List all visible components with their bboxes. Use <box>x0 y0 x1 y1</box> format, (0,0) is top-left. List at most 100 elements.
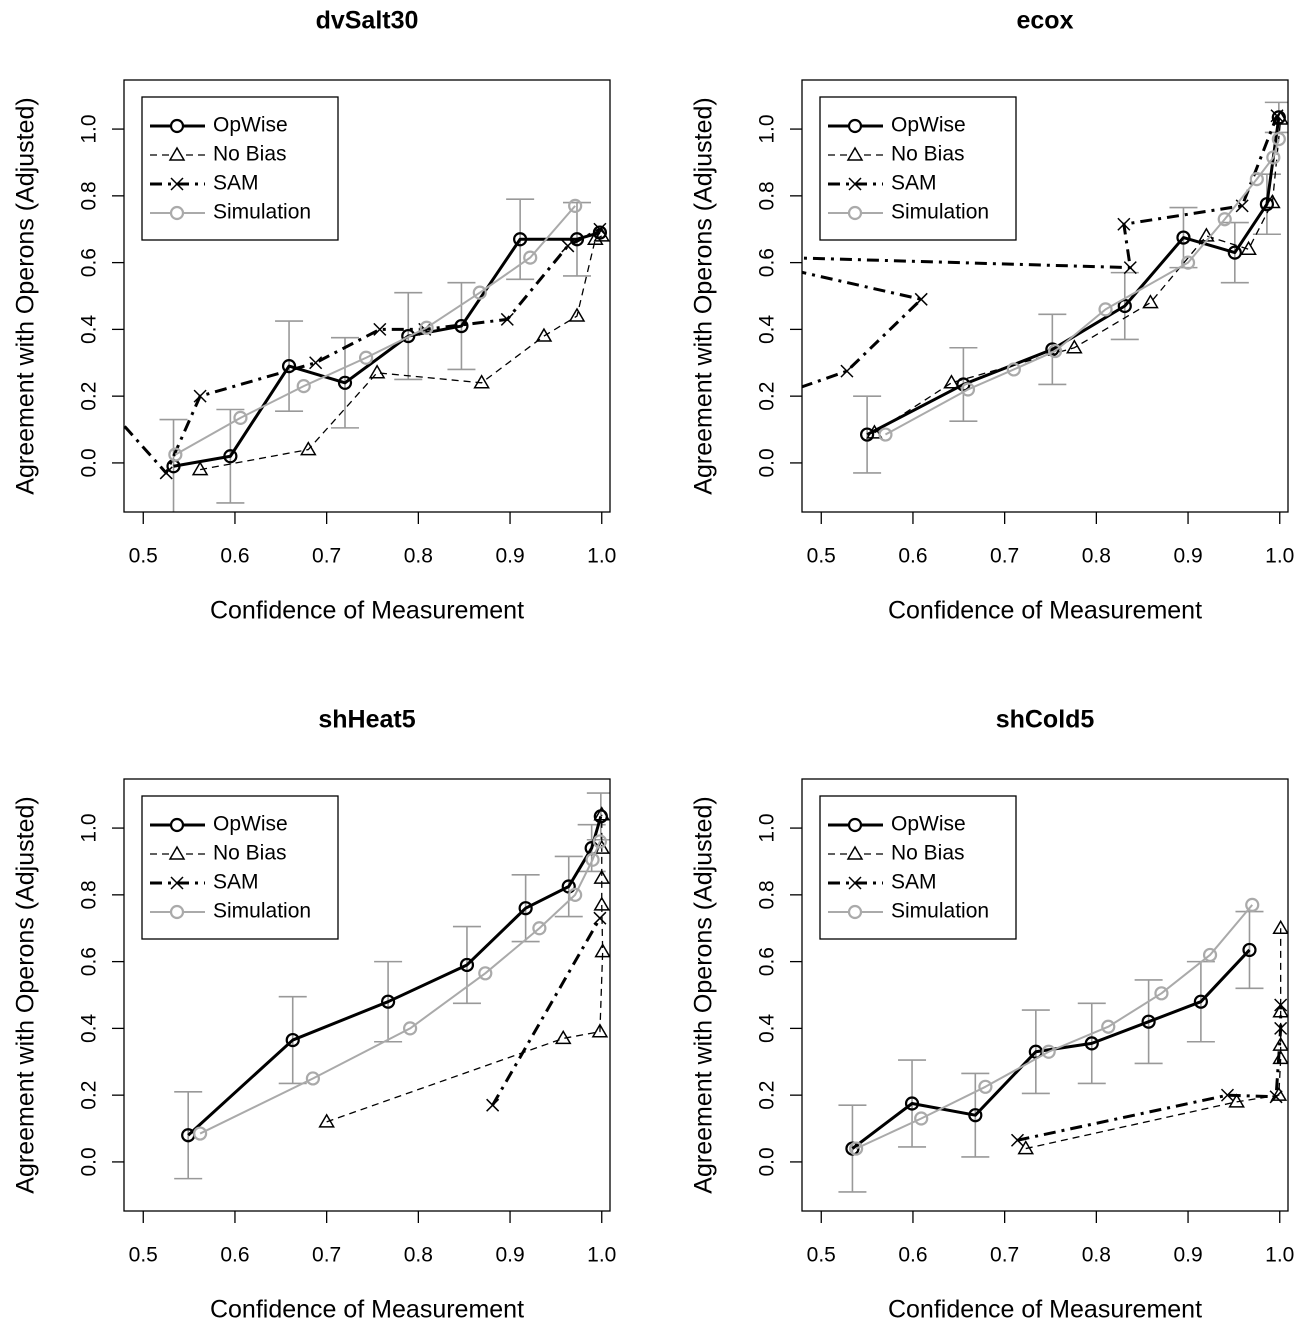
data-point <box>878 427 893 442</box>
data-point <box>849 1141 864 1156</box>
data-point <box>401 328 416 344</box>
data-point <box>486 1098 500 1112</box>
legend-marker <box>169 118 185 134</box>
y-tick-label: 0.4 <box>78 314 101 344</box>
data-point <box>1047 343 1063 359</box>
data-point <box>593 869 610 884</box>
y-tick-label: 1.0 <box>756 813 779 842</box>
data-point <box>724 250 736 262</box>
data-point <box>193 1126 208 1141</box>
data-point <box>500 312 514 326</box>
data-point <box>380 994 396 1009</box>
series-line <box>326 814 604 1123</box>
legend-label: OpWise <box>891 114 966 137</box>
data-point <box>309 356 323 370</box>
data-point <box>591 1023 609 1038</box>
x-tick-label: 0.6 <box>898 1244 927 1267</box>
x-tick-label: 1.0 <box>587 545 616 568</box>
y-tick-label: 0.2 <box>756 1081 779 1110</box>
y-tick-label: 0.6 <box>78 947 101 976</box>
legend-label: OpWise <box>213 114 288 137</box>
y-tick-label: 0.6 <box>756 947 779 976</box>
y-tick-label: 0.4 <box>756 1013 779 1043</box>
x-axis-label: Confidence of Measurement <box>888 1296 1202 1324</box>
chart-title: dvSalt30 <box>316 7 419 35</box>
error-bar <box>853 395 882 474</box>
data-point <box>943 374 960 389</box>
data-point <box>1098 302 1113 317</box>
data-point <box>1271 131 1286 147</box>
y-tick-label: 1.0 <box>78 114 101 143</box>
x-tick-label: 0.5 <box>807 545 836 568</box>
y-tick-label: 1.0 <box>78 813 101 842</box>
y-axis-label: Agreement with Operons (Adjusted) <box>690 796 718 1193</box>
data-point <box>1176 230 1191 245</box>
legend-label: Simulation <box>213 900 311 923</box>
x-tick-label: 0.7 <box>990 1244 1019 1267</box>
data-point <box>593 806 610 821</box>
legend-label: SAM <box>891 172 937 195</box>
data-point <box>1266 150 1281 165</box>
legend-marker <box>170 876 184 890</box>
y-axis-label: Agreement with Operons (Adjusted) <box>690 97 718 494</box>
panel: shHeat5 Confidence of Measurement Agreemen… <box>12 706 617 1324</box>
legend-label: SAM <box>891 871 937 894</box>
legend-label: Simulation <box>891 201 989 224</box>
data-point <box>233 410 248 425</box>
data-point <box>281 359 297 374</box>
data-point <box>1117 217 1131 231</box>
plot-area <box>174 792 610 1180</box>
data-point <box>318 1113 335 1128</box>
data-point <box>593 896 610 911</box>
x-axis-label: Confidence of Measurement <box>210 1296 524 1324</box>
series-line <box>884 138 1280 436</box>
x-tick-label: 0.9 <box>1173 1244 1202 1267</box>
error-bar <box>1235 910 1264 990</box>
data-point <box>337 375 353 390</box>
x-tick-label: 0.6 <box>220 545 249 568</box>
data-point <box>518 901 533 916</box>
y-tick-label: 0.6 <box>78 248 101 277</box>
data-point <box>459 957 475 973</box>
data-point <box>968 1108 983 1123</box>
y-axis-label: Agreement with Operons (Adjusted) <box>12 796 40 1193</box>
data-point <box>478 966 493 981</box>
data-point <box>1227 245 1242 260</box>
plot-area <box>838 897 1288 1193</box>
data-point <box>860 427 875 442</box>
data-point <box>523 250 538 265</box>
x-tick-label: 0.5 <box>807 1244 836 1267</box>
x-tick-label: 1.0 <box>587 1244 616 1267</box>
legend-marker <box>846 845 864 860</box>
error-bar <box>174 1091 203 1180</box>
data-point <box>1117 298 1132 314</box>
y-tick-label: 0.8 <box>78 181 101 210</box>
legend-label: No Bias <box>213 143 287 166</box>
x-tick-label: 0.9 <box>495 1244 524 1267</box>
data-point <box>1270 109 1284 123</box>
data-point <box>561 239 575 253</box>
x-tick-label: 0.8 <box>1082 545 1111 568</box>
data-point <box>1220 1088 1235 1102</box>
data-point <box>1066 339 1083 354</box>
plot-frame <box>123 79 611 513</box>
data-point <box>1101 1019 1116 1034</box>
y-tick-label: 0.2 <box>78 1081 101 1110</box>
data-point <box>914 292 928 306</box>
data-point <box>1272 919 1288 934</box>
data-point <box>585 852 600 867</box>
legend-label: Simulation <box>891 900 989 923</box>
legend-label: No Bias <box>891 842 965 865</box>
y-tick-label: 0.4 <box>756 314 779 344</box>
data-point <box>1084 1036 1099 1051</box>
data-point <box>1202 947 1218 963</box>
legend-label: SAM <box>213 172 259 195</box>
chart-title: shHeat5 <box>318 706 415 734</box>
data-point <box>223 449 238 464</box>
series-line <box>124 227 601 475</box>
data-point <box>535 327 553 342</box>
data-point <box>568 307 586 322</box>
legend-marker <box>168 146 186 161</box>
data-point <box>594 943 610 958</box>
data-point <box>592 834 608 849</box>
